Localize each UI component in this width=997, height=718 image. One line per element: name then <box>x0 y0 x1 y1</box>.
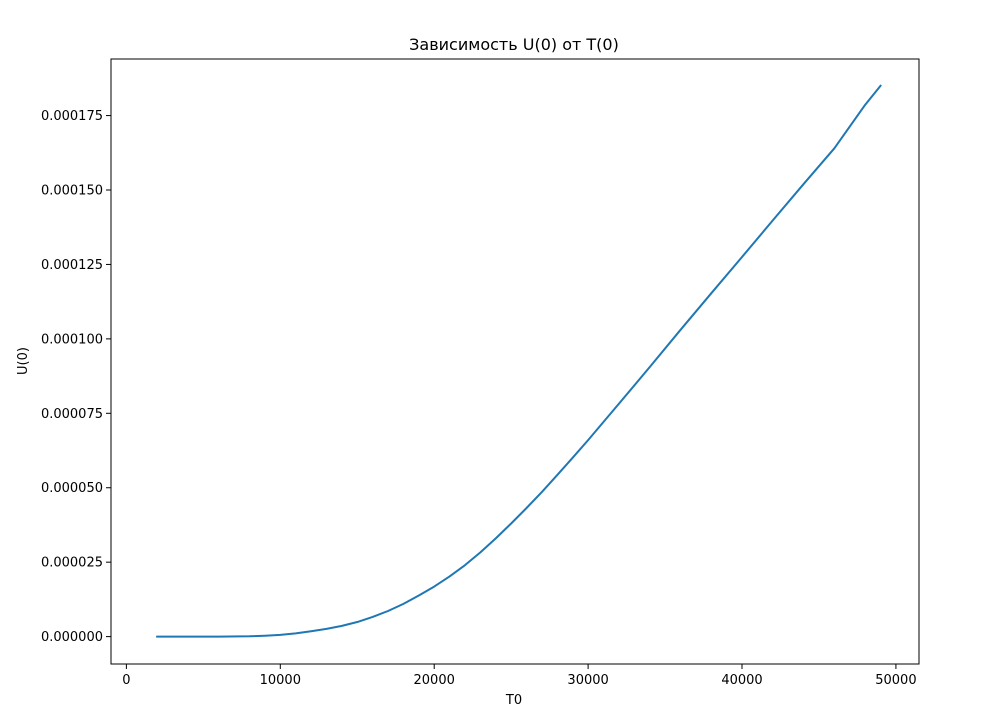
series-line-0 <box>156 84 882 638</box>
x-tick-label-2: 20000 <box>414 673 455 688</box>
y-tick-label-0: 0.000000 <box>41 630 103 645</box>
x-tick-label-5: 50000 <box>875 673 916 688</box>
x-tick-label-3: 30000 <box>567 673 608 688</box>
x-tick-label-1: 10000 <box>260 673 301 688</box>
y-axis-label: U(0) <box>16 347 31 375</box>
y-tick-label-5: 0.000125 <box>41 258 103 273</box>
plot-area: 0 10000 20000 30000 40000 50000 0.000000 0.0000… <box>41 58 920 688</box>
y-tick-label-3: 0.000075 <box>41 407 103 422</box>
chart-title: Зависимость U(0) от T(0) <box>409 35 619 54</box>
axes-frame <box>110 58 920 665</box>
y-tick-label-4: 0.000100 <box>41 332 103 347</box>
y-tick-label-6: 0.000150 <box>41 184 103 199</box>
y-tick-label-1: 0.000025 <box>41 556 103 571</box>
y-tick-label-2: 0.000050 <box>41 481 103 496</box>
x-tick-label-4: 40000 <box>721 673 762 688</box>
x-axis-label: T0 <box>505 693 522 708</box>
x-tick-label-0: 0 <box>122 673 130 688</box>
y-tick-label-7: 0.000175 <box>41 109 103 124</box>
